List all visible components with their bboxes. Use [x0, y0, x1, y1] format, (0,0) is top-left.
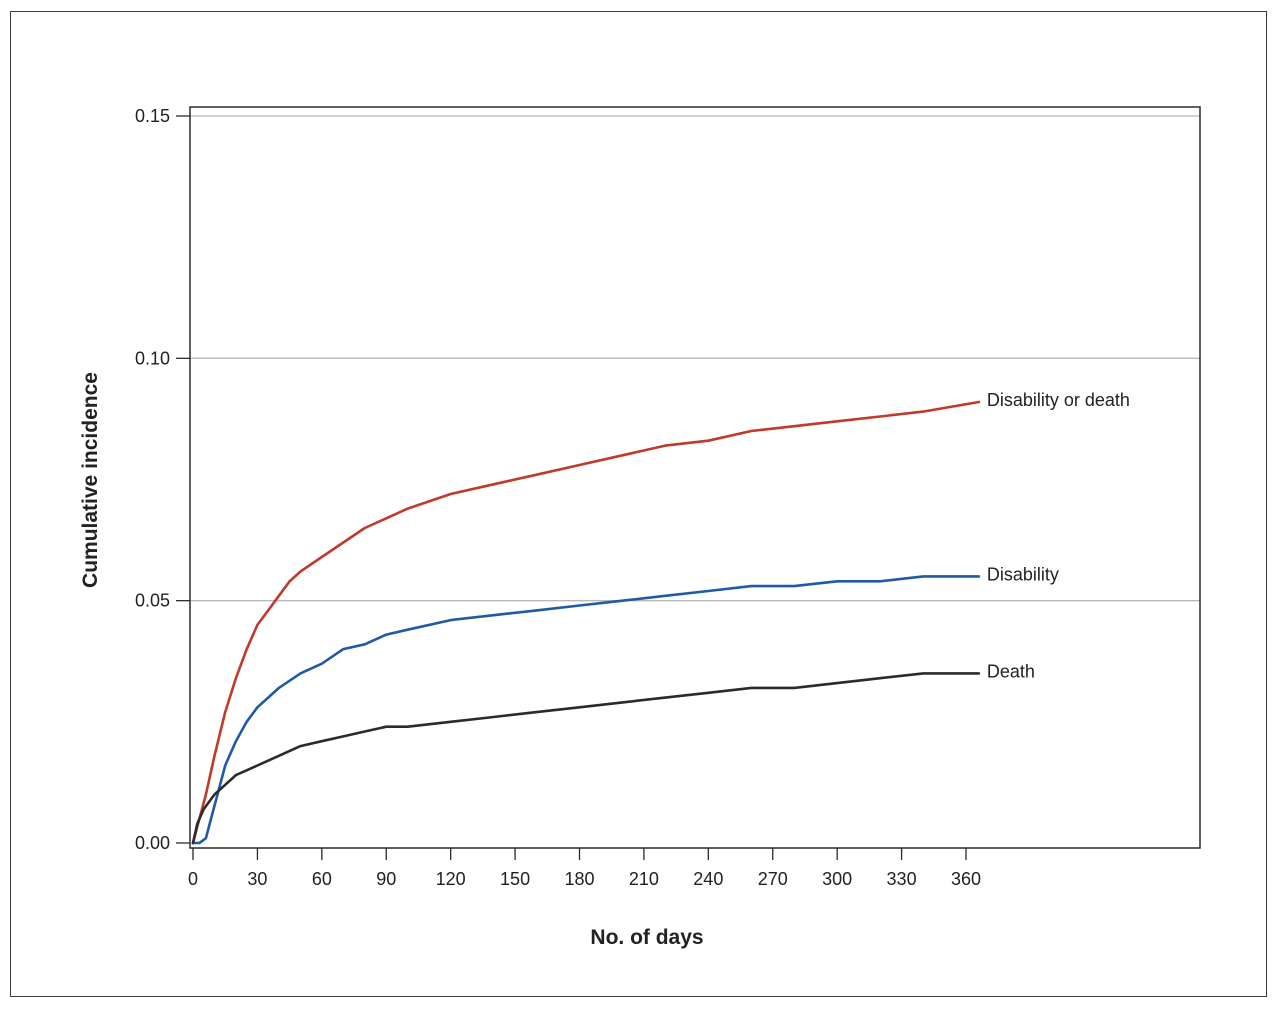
gridlines — [190, 115, 1200, 602]
y-axis-title: Cumulative incidence — [79, 372, 102, 588]
series-labels: Disability or death Disability Death — [987, 390, 1130, 681]
x-tick-label: 240 — [693, 869, 723, 889]
y-tick-label: 0.15 — [135, 106, 170, 126]
series-line-death — [191, 672, 981, 845]
x-tick-label: 120 — [436, 869, 466, 889]
x-tick-label: 300 — [822, 869, 852, 889]
x-tick-label: 0 — [188, 869, 198, 889]
x-tick-label: 210 — [629, 869, 659, 889]
x-tick-label: 90 — [376, 869, 396, 889]
series-label: Disability — [987, 564, 1059, 584]
series-line-disability — [191, 575, 981, 845]
y-tick-label: 0.10 — [135, 348, 170, 368]
x-tick-label: 360 — [951, 869, 981, 889]
series-lines — [191, 400, 981, 845]
x-tick-label: 180 — [564, 869, 594, 889]
y-tick-label: 0.05 — [135, 591, 170, 611]
x-tick-label: 150 — [500, 869, 530, 889]
x-tick-label: 60 — [312, 869, 332, 889]
x-tick-label: 330 — [887, 869, 917, 889]
plot-area-border — [189, 106, 1201, 849]
x-axis-title: No. of days — [590, 926, 703, 949]
series-label: Death — [987, 661, 1035, 681]
axes: 0.00 0.05 0.10 0.15 0 30 60 90 120 150 180 210 240 27… — [135, 106, 981, 889]
y-tick-label: 0.00 — [135, 833, 170, 853]
series-label: Disability or death — [987, 390, 1130, 410]
x-tick-label: 270 — [758, 869, 788, 889]
series-line-disability-or-death — [191, 400, 981, 845]
figure-frame — [10, 11, 1267, 997]
x-tick-label: 30 — [247, 869, 267, 889]
